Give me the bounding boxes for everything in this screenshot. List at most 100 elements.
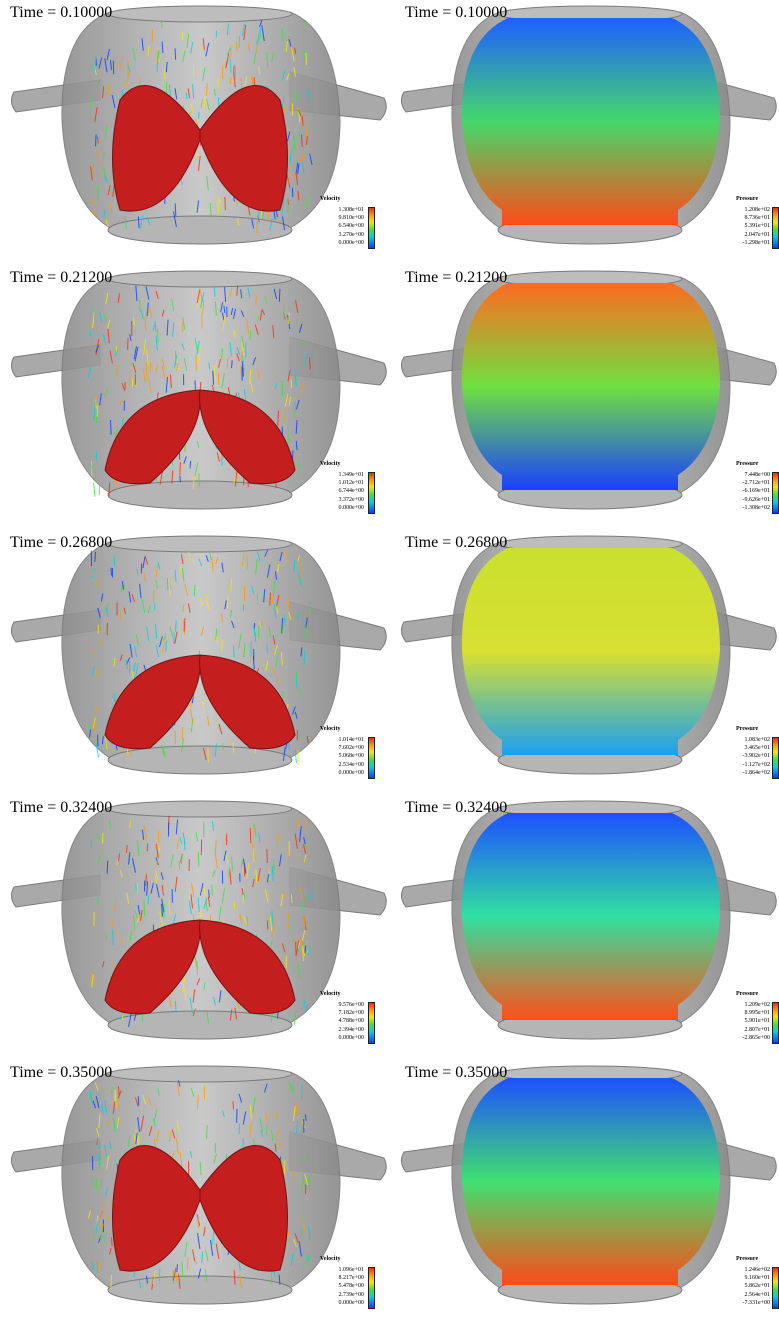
legend-values: 7.448e+00 -2.712e+01 -6.169e+01 -9.626e+…	[712, 471, 770, 512]
velocity-vector	[271, 910, 274, 926]
velocity-render	[10, 800, 387, 1040]
velocity-vector	[225, 855, 229, 864]
velocity-vector	[201, 1251, 204, 1263]
legend-values: 9.576e+00 7.182e+00 4.788e+00 2.394e+00 …	[310, 1001, 364, 1042]
velocity-vector	[254, 324, 259, 335]
velocity-vector	[137, 914, 140, 923]
legend-value: 4.788e+00	[338, 1018, 364, 1025]
velocity-vector	[297, 963, 301, 979]
velocity-vector	[168, 84, 172, 97]
velocity-vector	[232, 742, 235, 753]
velocity-vector	[298, 131, 301, 139]
velocity-vector	[301, 1155, 306, 1164]
velocity-vector	[169, 627, 174, 638]
legend-title: Velocity	[320, 726, 341, 732]
velocity-vector	[96, 405, 99, 417]
velocity-vector	[211, 884, 213, 896]
velocity-vector	[160, 872, 164, 881]
velocity-vector	[108, 482, 111, 497]
velocity-vector	[142, 557, 146, 569]
velocity-vector	[145, 286, 150, 300]
velocity-vector	[217, 77, 219, 87]
velocity-vector	[296, 940, 300, 955]
velocity-vector	[231, 856, 233, 872]
velocity-vector	[305, 1003, 309, 1013]
velocity-vector	[243, 642, 246, 658]
velocity-vector	[119, 869, 123, 878]
velocity-vector	[229, 1008, 233, 1021]
velocity-vector	[157, 1088, 160, 1096]
velocity-vector	[292, 938, 297, 948]
velocity-vector	[297, 109, 302, 116]
velocity-vector	[90, 840, 93, 848]
velocity-vector	[221, 562, 224, 573]
legend-value: -2.865e+00	[742, 1034, 770, 1041]
velocity-vector	[240, 289, 243, 299]
velocity-vector	[224, 600, 227, 610]
velocity-vector	[214, 301, 217, 316]
velocity-vector	[284, 407, 287, 422]
velocity-vector	[292, 1169, 297, 1179]
velocity-vector	[298, 323, 303, 333]
colorbar	[368, 472, 375, 514]
velocity-vector	[175, 1271, 178, 1282]
legend-values: 1.308e+01 9.810e+00 6.540e+00 3.270e+00 …	[310, 206, 364, 247]
velocity-vector	[107, 84, 110, 96]
velocity-vector	[154, 875, 158, 885]
pressure-legend: Pressure 1.208e+02 8.736e+01 5.391e+01 2…	[712, 196, 779, 262]
velocity-vector	[165, 640, 168, 652]
velocity-vector	[278, 854, 282, 867]
velocity-vector	[260, 1130, 264, 1138]
velocity-vector	[294, 90, 298, 105]
time-label: Time = 0.32400	[405, 799, 508, 816]
velocity-vector	[268, 626, 272, 638]
velocity-vector	[161, 898, 165, 913]
velocity-vector	[272, 580, 276, 597]
velocity-vector	[124, 216, 127, 230]
velocity-vector	[277, 410, 279, 426]
velocity-vector	[117, 293, 120, 303]
velocity-vector	[232, 645, 235, 658]
velocity-vector	[106, 49, 110, 61]
velocity-vector	[168, 1131, 172, 1142]
velocity-vector	[281, 618, 284, 634]
velocity-vector	[287, 312, 290, 324]
velocity-vector	[106, 1210, 110, 1220]
velocity-vector	[147, 45, 150, 57]
velocity-vector	[197, 897, 200, 912]
velocity-vector	[195, 832, 199, 842]
velocity-vector	[125, 71, 130, 86]
velocity-vector	[174, 203, 177, 216]
velocity-vector	[153, 1118, 156, 1127]
velocity-vector	[155, 645, 160, 658]
velocity-vector	[279, 1141, 283, 1149]
velocity-vector	[189, 708, 194, 724]
legend-value: -9.626e+01	[742, 496, 770, 503]
velocity-vector	[146, 216, 151, 225]
velocity-vector	[184, 445, 186, 452]
velocity-vector	[295, 440, 298, 451]
velocity-vector	[275, 594, 280, 608]
velocity-vector	[288, 171, 291, 183]
velocity-vector	[305, 122, 309, 138]
velocity-vector	[99, 393, 102, 406]
velocity-vector	[116, 1116, 120, 1129]
velocity-vector	[141, 38, 144, 51]
velocity-vector	[208, 550, 212, 560]
velocity-vector	[146, 302, 149, 317]
velocity-vector	[160, 745, 165, 756]
velocity-vector	[205, 83, 208, 96]
velocity-vector	[258, 832, 261, 843]
velocity-vector	[275, 1109, 279, 1121]
velocity-vector	[278, 288, 281, 302]
velocity-vector	[196, 289, 201, 303]
velocity-vector	[121, 581, 125, 590]
velocity-vector	[197, 1094, 199, 1109]
velocity-vector	[261, 620, 263, 627]
velocity-vector	[218, 723, 223, 735]
velocity-vector	[286, 922, 290, 931]
velocity-vector	[100, 1204, 103, 1220]
velocity-vector	[231, 360, 233, 369]
velocity-vector	[121, 382, 126, 391]
legend-value: 1.209e+02	[744, 1002, 770, 1008]
